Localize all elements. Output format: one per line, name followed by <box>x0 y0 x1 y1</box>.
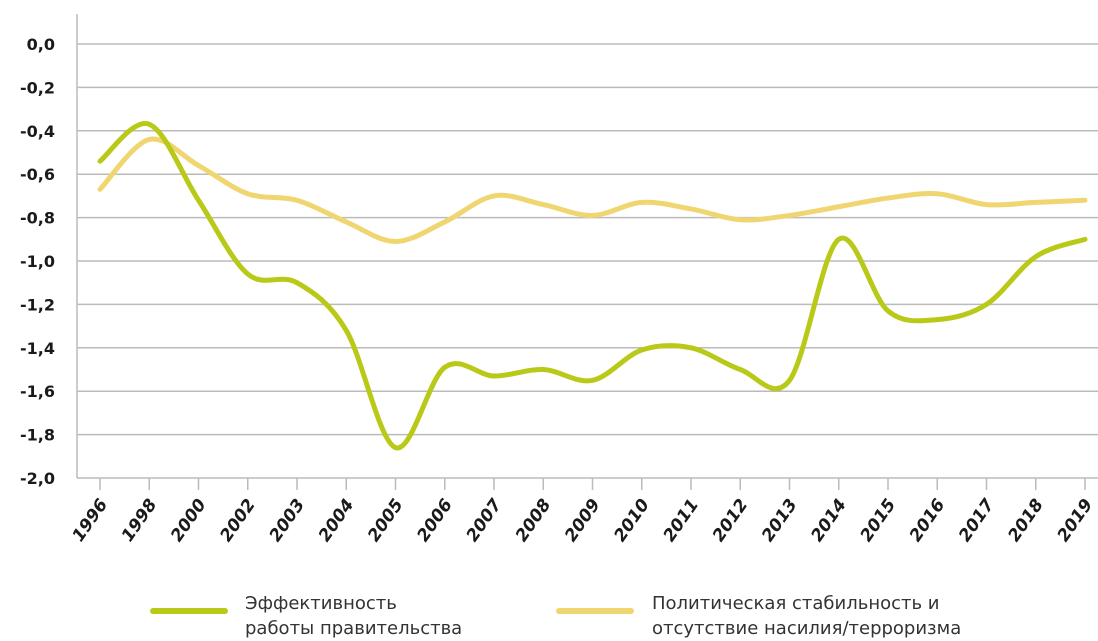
series-line <box>97 121 1088 451</box>
y-tick-label: -0,8 <box>20 209 55 228</box>
x-tick-label: 2002 <box>216 495 260 545</box>
x-tick-label: 1996 <box>69 495 113 545</box>
x-tick-label: 2008 <box>512 495 556 545</box>
x-tick-label: 2007 <box>463 495 507 545</box>
y-tick-label: -1,8 <box>20 426 55 445</box>
x-tick-label: 2018 <box>1004 495 1048 545</box>
y-tick-label: -1,2 <box>20 295 55 314</box>
y-tick-label: 0,0 <box>27 35 55 54</box>
y-tick-label: -1,0 <box>20 252 55 271</box>
x-tick-label: 2012 <box>709 495 753 545</box>
x-tick-label: 2011 <box>660 495 704 545</box>
x-tick-label: 2000 <box>167 495 211 545</box>
x-tick-label: 2015 <box>857 495 901 545</box>
y-tick-label: -1,4 <box>20 339 55 358</box>
x-tick-label: 2017 <box>955 495 999 545</box>
series-line <box>97 136 1088 244</box>
y-tick-label: -0,6 <box>20 165 55 184</box>
y-tick-label: -0,2 <box>20 78 55 97</box>
x-tick-label: 2016 <box>906 495 950 545</box>
legend-swatch <box>556 608 634 614</box>
x-tick-label: 1998 <box>118 495 162 545</box>
x-tick-label: 2010 <box>610 495 654 545</box>
legend-label: Политическая стабильность и отсутствие н… <box>652 593 962 639</box>
x-tick-label: 2013 <box>758 495 802 545</box>
y-tick-label: -1,6 <box>20 382 55 401</box>
x-tick-label: 2004 <box>315 495 359 545</box>
x-tick-label: 2005 <box>364 495 408 545</box>
y-tick-label: -2,0 <box>20 469 55 488</box>
x-tick-label: 2019 <box>1054 495 1098 545</box>
legend-swatch <box>150 608 228 614</box>
legend-label: Эффективность работы правительства <box>245 593 463 639</box>
y-tick-label: -0,4 <box>20 122 55 141</box>
x-tick-label: 2009 <box>561 495 605 545</box>
x-tick-label: 2003 <box>266 495 310 545</box>
x-tick-label: 2006 <box>413 495 457 545</box>
x-tick-label: 2014 <box>807 495 851 545</box>
